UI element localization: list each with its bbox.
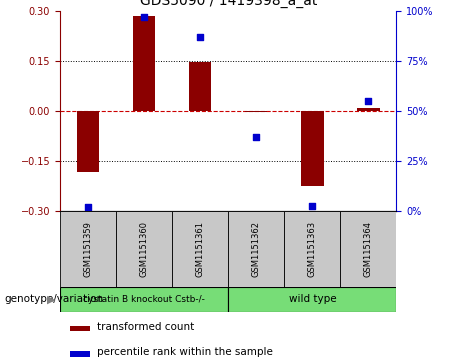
Point [84, 204, 92, 209]
Point [140, 14, 148, 20]
Point [365, 98, 372, 103]
Bar [60, 211, 116, 287]
Text: GSM1151361: GSM1151361 [195, 221, 205, 277]
Text: transformed count: transformed count [97, 322, 194, 332]
Bar [301, 111, 324, 185]
Bar [340, 211, 396, 287]
Bar [172, 211, 228, 287]
Bar [70, 351, 90, 357]
Bar [228, 287, 396, 312]
Point [309, 203, 316, 208]
Bar [357, 108, 379, 111]
Text: percentile rank within the sample: percentile rank within the sample [97, 347, 273, 357]
Text: ▶: ▶ [47, 294, 55, 305]
Bar [284, 211, 340, 287]
Text: GSM1151363: GSM1151363 [308, 221, 317, 277]
Text: cystatin B knockout Cstb-/-: cystatin B knockout Cstb-/- [83, 295, 205, 304]
Bar [70, 326, 90, 331]
Text: wild type: wild type [289, 294, 336, 305]
Point [253, 134, 260, 139]
Text: GSM1151364: GSM1151364 [364, 221, 373, 277]
Bar [133, 16, 155, 111]
Text: GSM1151360: GSM1151360 [140, 221, 148, 277]
Text: GSM1151359: GSM1151359 [83, 221, 93, 277]
Title: GDS5090 / 1419398_a_at: GDS5090 / 1419398_a_at [140, 0, 317, 8]
Bar [189, 62, 211, 111]
Text: genotype/variation: genotype/variation [5, 294, 104, 305]
Point [196, 34, 204, 40]
Text: GSM1151362: GSM1151362 [252, 221, 261, 277]
Bar [77, 111, 99, 172]
Bar [116, 211, 172, 287]
Bar [60, 287, 228, 312]
Bar [228, 211, 284, 287]
Bar [245, 111, 267, 113]
